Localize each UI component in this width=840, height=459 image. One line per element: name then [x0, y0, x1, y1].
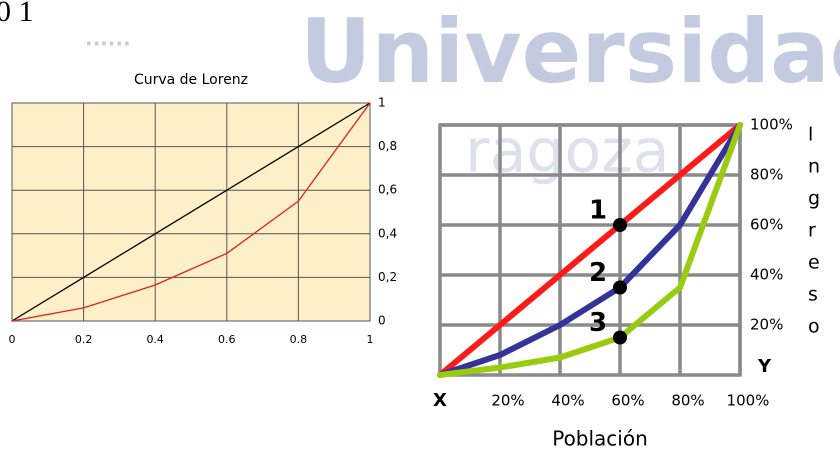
data-point	[613, 280, 627, 295]
side-text: n	[808, 156, 820, 178]
y-tick-label: 0	[378, 314, 386, 328]
point-label: 1	[589, 196, 607, 226]
x-tick-label: 1	[367, 333, 374, 346]
series-line	[11, 102, 371, 322]
point-label: 2	[589, 258, 607, 288]
side-text: o	[808, 316, 820, 338]
chart-title: Curva de Lorenz	[134, 72, 248, 88]
y-tick-label: 0,4	[378, 226, 397, 240]
series-line	[11, 102, 371, 322]
side-text: s	[808, 284, 818, 306]
series-line	[437, 122, 743, 378]
y-tick-label: 40%	[750, 266, 783, 284]
point-label: 3	[589, 308, 607, 338]
series-line	[437, 122, 743, 378]
data-point	[613, 218, 627, 232]
header-fragment: 0 1	[0, 0, 34, 28]
watermark-dots: ······	[85, 32, 131, 56]
y-tick-label: 80%	[750, 166, 783, 184]
side-text: l	[808, 124, 813, 146]
x-tick-label: 0.2	[75, 333, 93, 346]
y-tick-label: 0,2	[378, 270, 397, 284]
y-tick-label: 60%	[750, 216, 783, 234]
y-tick-label: 100%	[750, 116, 793, 134]
data-point	[613, 330, 627, 345]
x-tick-label: 100%	[727, 392, 770, 410]
x-axis-name: X	[433, 390, 447, 411]
series-line	[437, 122, 743, 378]
x-tick-label: 0.8	[290, 333, 308, 346]
x-tick-label: 80%	[671, 392, 704, 410]
y-tick-label: 0,8	[378, 139, 397, 153]
side-text: e	[808, 252, 820, 274]
x-tick-label: 0.4	[146, 333, 164, 346]
side-text: g	[808, 188, 820, 210]
watermark-title: Universidad	[300, 0, 840, 103]
x-tick-label: 0	[9, 333, 16, 346]
x-tick-label: 60%	[611, 392, 644, 410]
x-tick-label: 20%	[491, 392, 524, 410]
x-tick-label: 0.6	[218, 333, 236, 346]
y-tick-label: 1	[378, 96, 386, 110]
x-axis-label: Población	[552, 427, 648, 451]
y-axis-name: Y	[757, 356, 772, 377]
y-tick-label: 0,6	[378, 183, 397, 197]
y-tick-label: 20%	[750, 316, 783, 334]
side-text: r	[808, 220, 816, 242]
x-tick-label: 40%	[551, 392, 584, 410]
